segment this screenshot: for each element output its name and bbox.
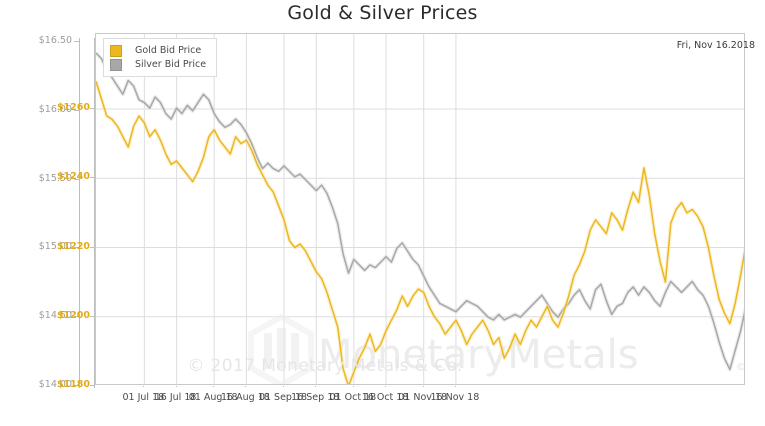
tick-mark bbox=[143, 386, 145, 387]
tick-mark bbox=[245, 386, 247, 387]
gold-line-glow bbox=[96, 80, 744, 384]
silver-axis-label-value: $16.50 bbox=[38, 35, 72, 46]
legend-item-gold[interactable]: Gold Bid Price bbox=[110, 44, 206, 57]
silver-axis-label-value: $14.50 bbox=[38, 310, 72, 322]
tick-mark bbox=[74, 385, 79, 386]
gold-axis-label-value: $1260 bbox=[56, 102, 90, 113]
silver-axis-line bbox=[79, 38, 80, 388]
tick-mark bbox=[90, 108, 95, 109]
tick-mark bbox=[385, 386, 387, 387]
tick-mark bbox=[90, 315, 95, 317]
gold-line bbox=[96, 81, 744, 384]
tick-mark bbox=[74, 316, 79, 318]
x-tick-label: 01 Nov 18 bbox=[398, 392, 448, 403]
gold-axis-label-value: $1180 bbox=[56, 379, 90, 390]
silver-axis-label-value: $15.00 bbox=[38, 241, 72, 253]
tick-mark bbox=[74, 41, 79, 42]
x-tick-label: 16 Aug 18 bbox=[221, 392, 270, 403]
tick-mark bbox=[90, 177, 95, 179]
tick-mark bbox=[283, 386, 285, 387]
tick-mark bbox=[454, 386, 456, 387]
gold-axis-label-value: $1240 bbox=[56, 171, 90, 183]
tick-mark bbox=[422, 386, 424, 387]
silver-swatch-icon bbox=[110, 58, 122, 71]
legend-item-silver[interactable]: Silver Bid Price bbox=[110, 58, 206, 71]
silver-axis-label-value: $14.00 bbox=[38, 379, 72, 390]
gold-axis-line bbox=[94, 38, 95, 388]
tick-mark bbox=[74, 178, 79, 180]
data-series bbox=[96, 51, 744, 384]
page-title: Gold & Silver Prices bbox=[287, 2, 478, 24]
chart-legend: Gold Bid Price Silver Bid Price bbox=[103, 38, 218, 77]
plot-area: MonetaryMetals © bbox=[95, 33, 745, 385]
x-tick-label: 01 Sep 18 bbox=[258, 392, 308, 403]
tick-mark bbox=[175, 386, 177, 387]
silver-axis-label-value: $15.50 bbox=[38, 172, 72, 184]
tick-mark bbox=[352, 386, 354, 387]
gold-axis-label-value: $1220 bbox=[56, 240, 90, 252]
gridlines bbox=[96, 34, 744, 384]
tick-mark bbox=[74, 109, 79, 111]
silver-axis-label-value: $16.00 bbox=[38, 103, 72, 115]
x-tick-label: 16 Jul 18 bbox=[154, 392, 197, 403]
gold-swatch-icon bbox=[110, 44, 122, 57]
date-annotation: Fri, Nov 16.2018 bbox=[676, 40, 755, 51]
watermark-copyright-text: © 2017 Monetary Metals & Co. bbox=[187, 356, 463, 376]
legend-label-silver: Silver Bid Price bbox=[135, 59, 207, 70]
tick-mark bbox=[74, 247, 79, 249]
x-tick-label: 16 Oct 18 bbox=[361, 392, 409, 403]
x-tick-label: 01 Aug 18 bbox=[188, 392, 238, 403]
tick-mark bbox=[315, 386, 317, 387]
x-tick-label: 01 Jul 18 bbox=[122, 392, 165, 403]
gold-axis-label-value: $1200 bbox=[56, 309, 90, 321]
tick-mark bbox=[213, 386, 215, 387]
tick-mark bbox=[90, 246, 95, 248]
legend-label-gold: Gold Bid Price bbox=[135, 45, 202, 56]
x-tick-label: 01 Oct 18 bbox=[329, 392, 377, 403]
x-tick-label: 16 Nov 18 bbox=[430, 392, 480, 403]
silver-line-glow bbox=[96, 51, 744, 372]
silver-line bbox=[96, 52, 744, 371]
x-tick-label: 16 Sep 18 bbox=[291, 392, 340, 403]
tick-mark bbox=[90, 385, 95, 386]
